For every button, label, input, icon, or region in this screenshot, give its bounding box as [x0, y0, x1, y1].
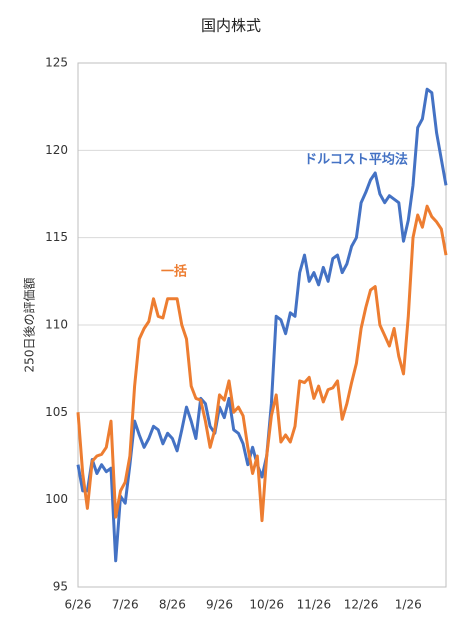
x-tick-label: 7/26 [112, 598, 139, 612]
x-tick-label: 8/26 [159, 598, 186, 612]
y-tick-label: 105 [45, 405, 68, 419]
x-tick-label: 6/26 [65, 598, 92, 612]
y-tick-label: 125 [45, 56, 68, 70]
x-tick-label: 11/26 [297, 598, 332, 612]
line-series [76, 87, 448, 563]
plot-border [77, 62, 447, 588]
chart-title: 国内株式 [201, 17, 261, 35]
x-tick-label: 1/26 [395, 598, 422, 612]
x-tick-label: 10/26 [249, 598, 284, 612]
y-tick-label: 120 [45, 143, 68, 157]
x-tick-label: 12/26 [344, 598, 379, 612]
y-tick-label: 100 [45, 492, 68, 506]
series-label: 一括 [161, 264, 187, 280]
line-series [76, 204, 448, 523]
x-tick-label: 9/26 [206, 598, 233, 612]
y-tick-label: 95 [53, 580, 68, 594]
series-label: ドルコスト平均法 [304, 152, 408, 168]
y-axis-label: 250日後の評価額 [22, 278, 37, 373]
y-tick-label: 115 [45, 230, 68, 244]
y-tick-label: 110 [45, 318, 68, 332]
